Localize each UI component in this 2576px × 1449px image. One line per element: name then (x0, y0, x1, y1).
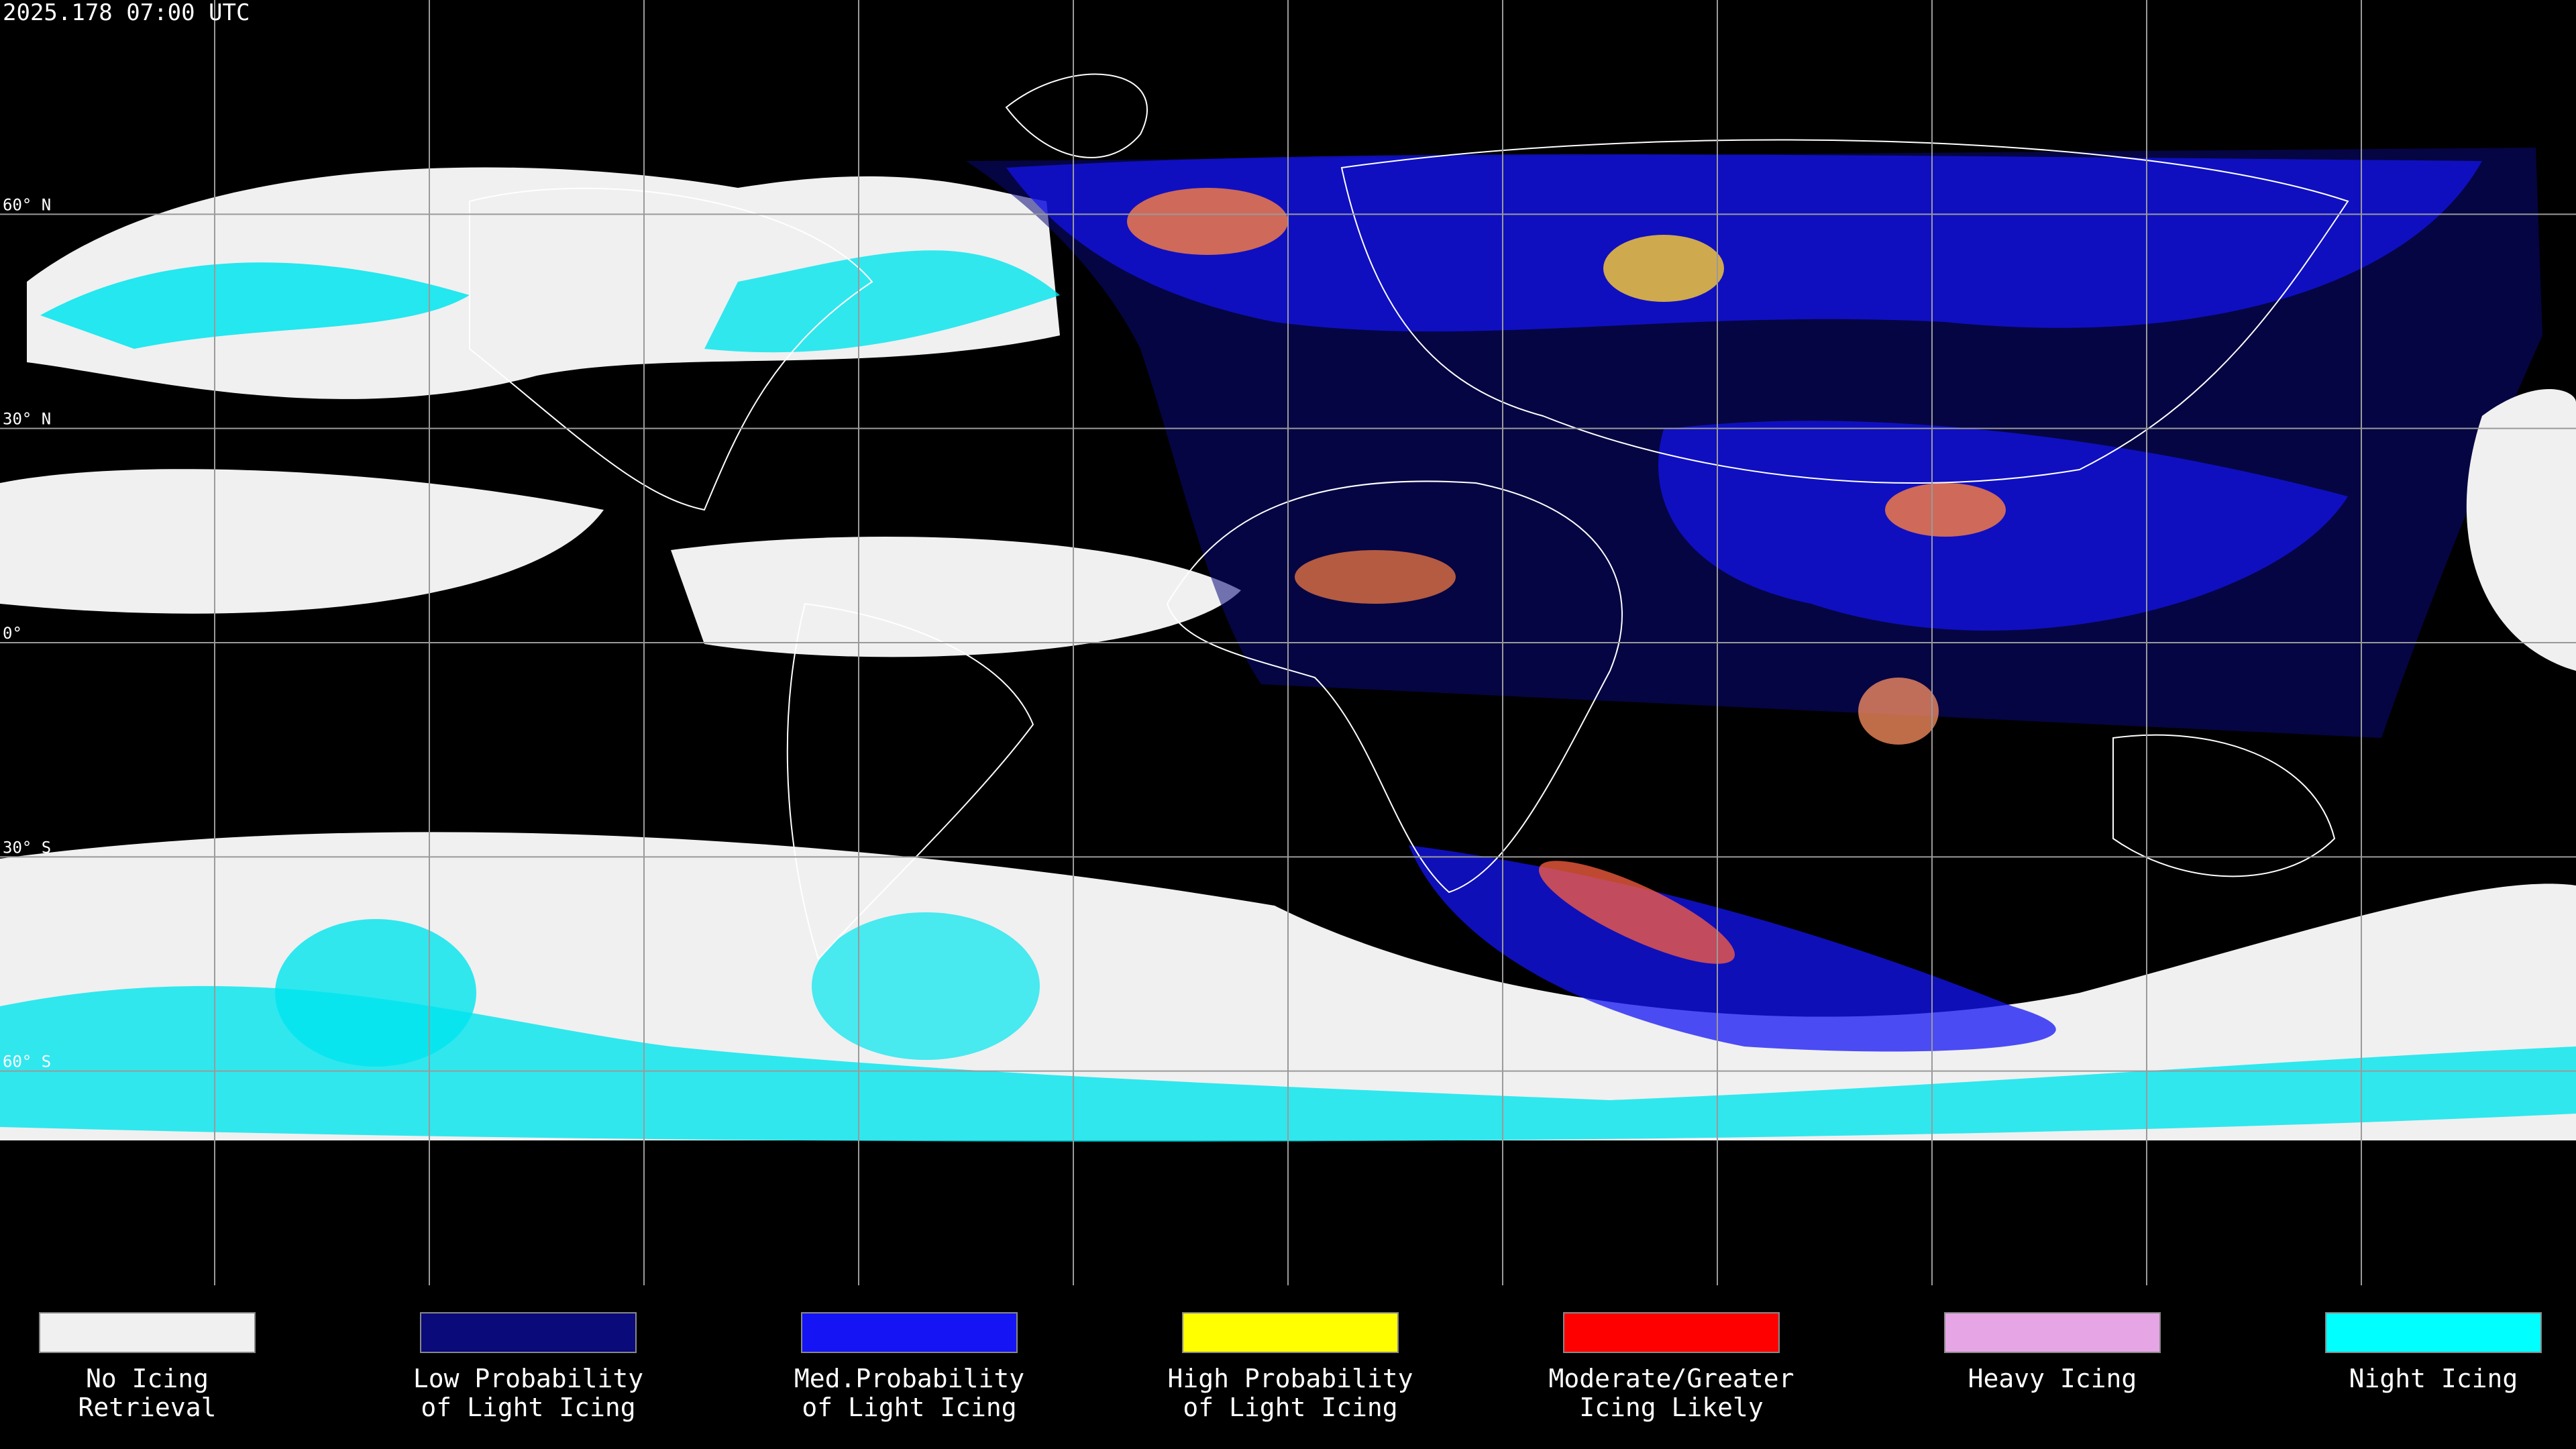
legend-swatch (2325, 1312, 2542, 1353)
coastline (1340, 139, 2349, 484)
latitude-label: 60° N (3, 195, 51, 214)
legend-swatch (1563, 1312, 1780, 1353)
med-probability-region (1658, 421, 2348, 631)
legend-swatch (39, 1312, 256, 1353)
coastline (786, 602, 1034, 961)
legend-label: of Light Icing (421, 1393, 635, 1422)
coastline (469, 187, 873, 511)
coastline (1166, 480, 1623, 894)
legend-label: Med.Probability (794, 1364, 1024, 1393)
latitude-label: 30° N (3, 410, 51, 429)
cloud-region (671, 537, 1241, 657)
night-icing-region (40, 262, 470, 349)
legend-label: of Light Icing (802, 1393, 1016, 1422)
med-probability-region (1006, 154, 2482, 332)
legend-label: No Icing (86, 1364, 209, 1393)
cloud-region (2466, 389, 2576, 671)
legend-label: Low Probability (413, 1364, 643, 1393)
legend-label: of Light Icing (1183, 1393, 1397, 1422)
icing-region (1295, 550, 1456, 604)
night-icing-region (704, 250, 1060, 353)
latitude-label: 60° S (3, 1053, 51, 1071)
coastline (2112, 734, 2336, 877)
latitude-label: 0° (3, 624, 22, 643)
coastline (1005, 73, 1148, 158)
legend-swatch (801, 1312, 1018, 1353)
night-icing-region (812, 912, 1040, 1060)
night-icing-region (275, 919, 476, 1067)
icing-region (1127, 188, 1288, 255)
legend-label: Retrieval (78, 1393, 217, 1422)
legend-label: Heavy Icing (1968, 1364, 2137, 1393)
latitude-label: 30° S (3, 838, 51, 857)
graticule (0, 0, 2576, 1285)
legend-label: Moderate/Greater (1548, 1364, 1794, 1393)
icing-region (1603, 235, 1724, 302)
icing-region (1885, 483, 2006, 537)
latitude-labels: 60° N 30° N 0° 30° S 60° S (3, 195, 51, 1071)
icing-region (1858, 678, 1939, 745)
legend-label: Icing Likely (1579, 1393, 1764, 1422)
legend-swatch (1182, 1312, 1399, 1353)
legend-label: Night Icing (2349, 1364, 2518, 1393)
legend-swatch (420, 1312, 637, 1353)
cloud-region (0, 469, 604, 614)
timestamp: 2025.178 07:00 UTC (3, 0, 250, 26)
icing-region (1539, 861, 1735, 964)
legend-label: High Probability (1167, 1364, 1413, 1393)
legend-swatch (1944, 1312, 2161, 1353)
